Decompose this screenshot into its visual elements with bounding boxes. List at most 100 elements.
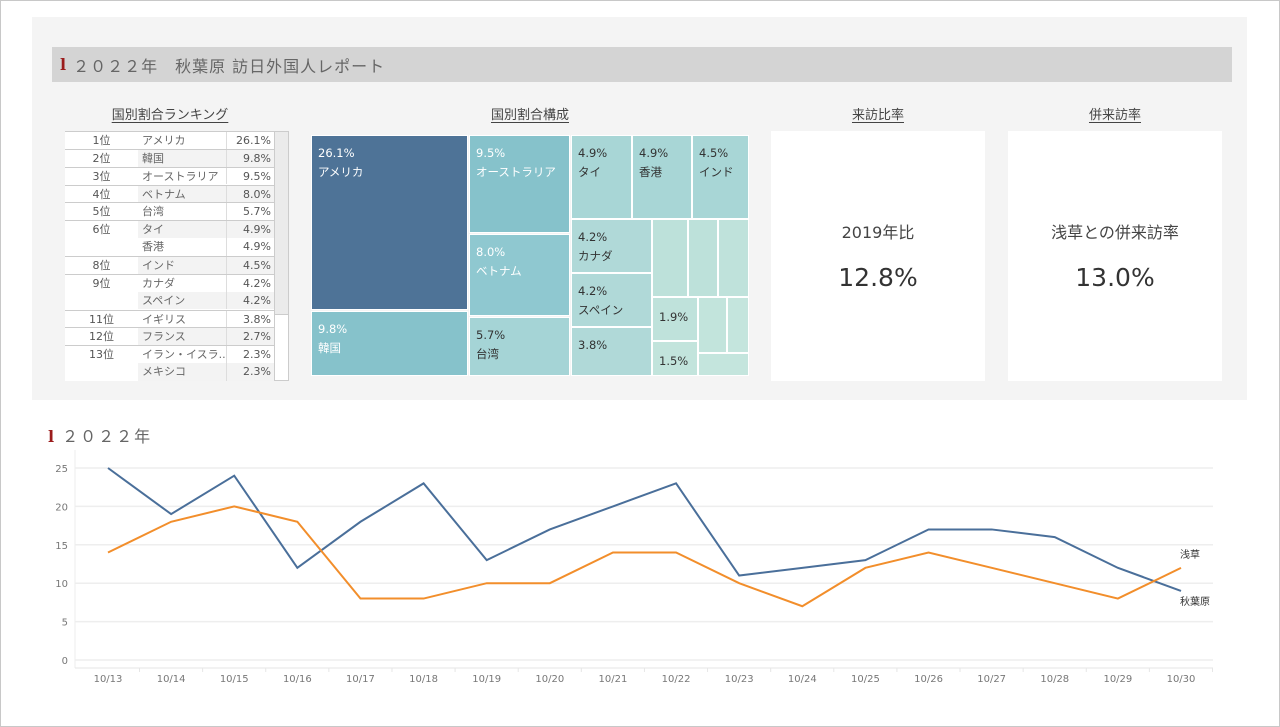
rank-cell: 11位 [89, 312, 114, 326]
treemap-title: 国別割合構成 [490, 108, 569, 123]
x-tick-label: 10/14 [157, 674, 186, 685]
ranking-table: 1位 アメリカ 26.1% 2位 韓国 9.8% 3位 オーストラリア 9.5% 4位 ベトナム 8.… [65, 131, 275, 381]
ranking-title: 国別割合ランキング [111, 108, 229, 123]
pct-cell: 9.8% [226, 149, 275, 167]
pct-cell: 3.8% [226, 310, 275, 328]
pct-cell: 4.9% [226, 221, 275, 239]
country-cell: フランス [138, 328, 226, 346]
rank-cell: 12位 [89, 330, 114, 344]
x-tick-label: 10/15 [220, 674, 249, 685]
scrollbar-thumb[interactable] [275, 132, 288, 315]
series-line-asakusa[interactable] [107, 505, 1182, 608]
rank-cell [65, 292, 138, 310]
pct-cell: 4.2% [226, 274, 275, 292]
rank-cell: 6位 [92, 223, 111, 237]
ranking-row[interactable]: 4位 ベトナム 8.0% [65, 184, 275, 203]
ranking-row[interactable]: スペイン 4.2% [65, 291, 275, 310]
country-cell: タイ [138, 221, 226, 239]
treemap-cell[interactable]: 4.2% スペイン [571, 273, 652, 327]
series-line-akihabara[interactable] [107, 467, 1182, 592]
cell-pct: 9.5% [476, 146, 506, 160]
cell-label: アメリカ [318, 165, 364, 179]
cell-pct: 8.0% [476, 245, 506, 259]
y-tick-label: 0 [62, 656, 68, 667]
country-cell: 香港 [142, 240, 164, 254]
ranking-row[interactable]: 6位 タイ 4.9% [65, 220, 275, 239]
treemap-cell[interactable]: 1.9% [652, 297, 698, 341]
rank-cell: 4位 [92, 187, 111, 201]
cell-pct: 3.8% [578, 338, 608, 352]
cell-pct: 4.9% [639, 146, 669, 160]
cell-pct: 1.9% [659, 310, 689, 324]
kpi2-label: 浅草との併来訪率 [1051, 223, 1179, 242]
kpi1-value: 12.8% [838, 263, 918, 292]
cell-label: スペイン [578, 303, 624, 317]
y-tick-label: 20 [55, 502, 68, 513]
cell-pct: 4.2% [578, 230, 608, 244]
country-cell: イギリス [142, 312, 186, 326]
cell-label: 台湾 [476, 347, 499, 361]
treemap-cell[interactable] [718, 219, 749, 297]
x-tick-label: 10/13 [94, 674, 123, 685]
treemap-cell[interactable]: 1.5% [652, 341, 698, 376]
x-tick-label: 10/22 [662, 674, 691, 685]
treemap-cell[interactable]: 9.5% オーストラリア [469, 135, 570, 233]
treemap-cell[interactable]: 9.8% 韓国 [311, 311, 468, 376]
rank-cell: 3位 [92, 169, 111, 183]
series-label: 浅草 [1180, 548, 1200, 561]
ranking-row[interactable]: 1位 アメリカ 26.1% [65, 131, 275, 149]
ranking-row[interactable]: メキシコ 2.3% [65, 363, 275, 381]
treemap-cell[interactable]: 3.8% [571, 327, 652, 376]
treemap-cell[interactable]: 4.9% 香港 [632, 135, 692, 219]
x-tick-label: 10/21 [599, 674, 628, 685]
line-chart-title-text: ２０２２年 [62, 427, 153, 446]
treemap-cell[interactable]: 4.5% インド [692, 135, 749, 219]
rank-cell: 9位 [92, 276, 111, 290]
cell-pct: 9.8% [318, 322, 348, 336]
ranking-row[interactable]: 9位 カナダ 4.2% [65, 273, 275, 292]
treemap-cell[interactable] [688, 219, 718, 297]
treemap-cell[interactable]: 4.9% タイ [571, 135, 632, 219]
country-cell: カナダ [142, 276, 175, 290]
dashboard-header: l ２０２２年 秋葉原 訪日外国人レポート [52, 47, 1232, 82]
pct-cell: 2.3% [226, 346, 275, 363]
treemap-cell[interactable] [698, 353, 749, 376]
x-tick-label: 10/28 [1040, 674, 1069, 685]
rank-cell [65, 238, 138, 256]
ranking-row[interactable]: 香港 4.9% [65, 238, 275, 256]
country-cell: イラン・イスラ.. [142, 348, 226, 362]
cell-pct: 5.7% [476, 328, 506, 342]
ranking-scrollbar[interactable] [274, 131, 289, 381]
x-tick-label: 10/24 [788, 674, 817, 685]
treemap-cell[interactable]: 26.1% アメリカ [311, 135, 468, 310]
ranking-row[interactable]: 11位 イギリス 3.8% [65, 309, 275, 328]
country-cell: アメリカ [142, 134, 186, 147]
country-cell: ベトナム [138, 185, 226, 203]
pct-cell: 26.1% [226, 132, 275, 149]
ranking-row[interactable]: 8位 インド 4.5% [65, 255, 275, 274]
kpi-card-visit-ratio: 2019年比 12.8% [771, 131, 985, 381]
treemap-cell[interactable] [698, 297, 727, 353]
ranking-row[interactable]: 12位 フランス 2.7% [65, 327, 275, 346]
cell-label: インド [699, 165, 734, 179]
cell-label: タイ [578, 165, 601, 179]
pct-cell: 2.3% [226, 363, 275, 381]
ranking-row[interactable]: 13位 イラン・イスラ.. 2.3% [65, 345, 275, 363]
treemap-cell[interactable]: 4.2% カナダ [571, 219, 652, 273]
treemap-cell[interactable] [727, 297, 749, 353]
pct-cell: 8.0% [226, 185, 275, 203]
country-cell: 台湾 [142, 205, 164, 219]
treemap-cell[interactable] [652, 219, 688, 297]
line-chart-title: l ２０２２年 [48, 423, 152, 447]
cell-pct: 4.9% [578, 146, 608, 160]
ranking-row[interactable]: 3位 オーストラリア 9.5% [65, 166, 275, 185]
treemap-cell[interactable]: 5.7% 台湾 [469, 317, 570, 376]
x-tick-label: 10/23 [725, 674, 754, 685]
cell-label: ベトナム [476, 264, 522, 278]
ranking-row[interactable]: 2位 韓国 9.8% [65, 148, 275, 167]
treemap-cell[interactable]: 8.0% ベトナム [469, 234, 570, 316]
pct-cell: 9.5% [226, 167, 275, 185]
ranking-row[interactable]: 5位 台湾 5.7% [65, 202, 275, 221]
kpi2-value: 13.0% [1075, 263, 1155, 292]
series-label: 秋葉原 [1180, 595, 1210, 608]
